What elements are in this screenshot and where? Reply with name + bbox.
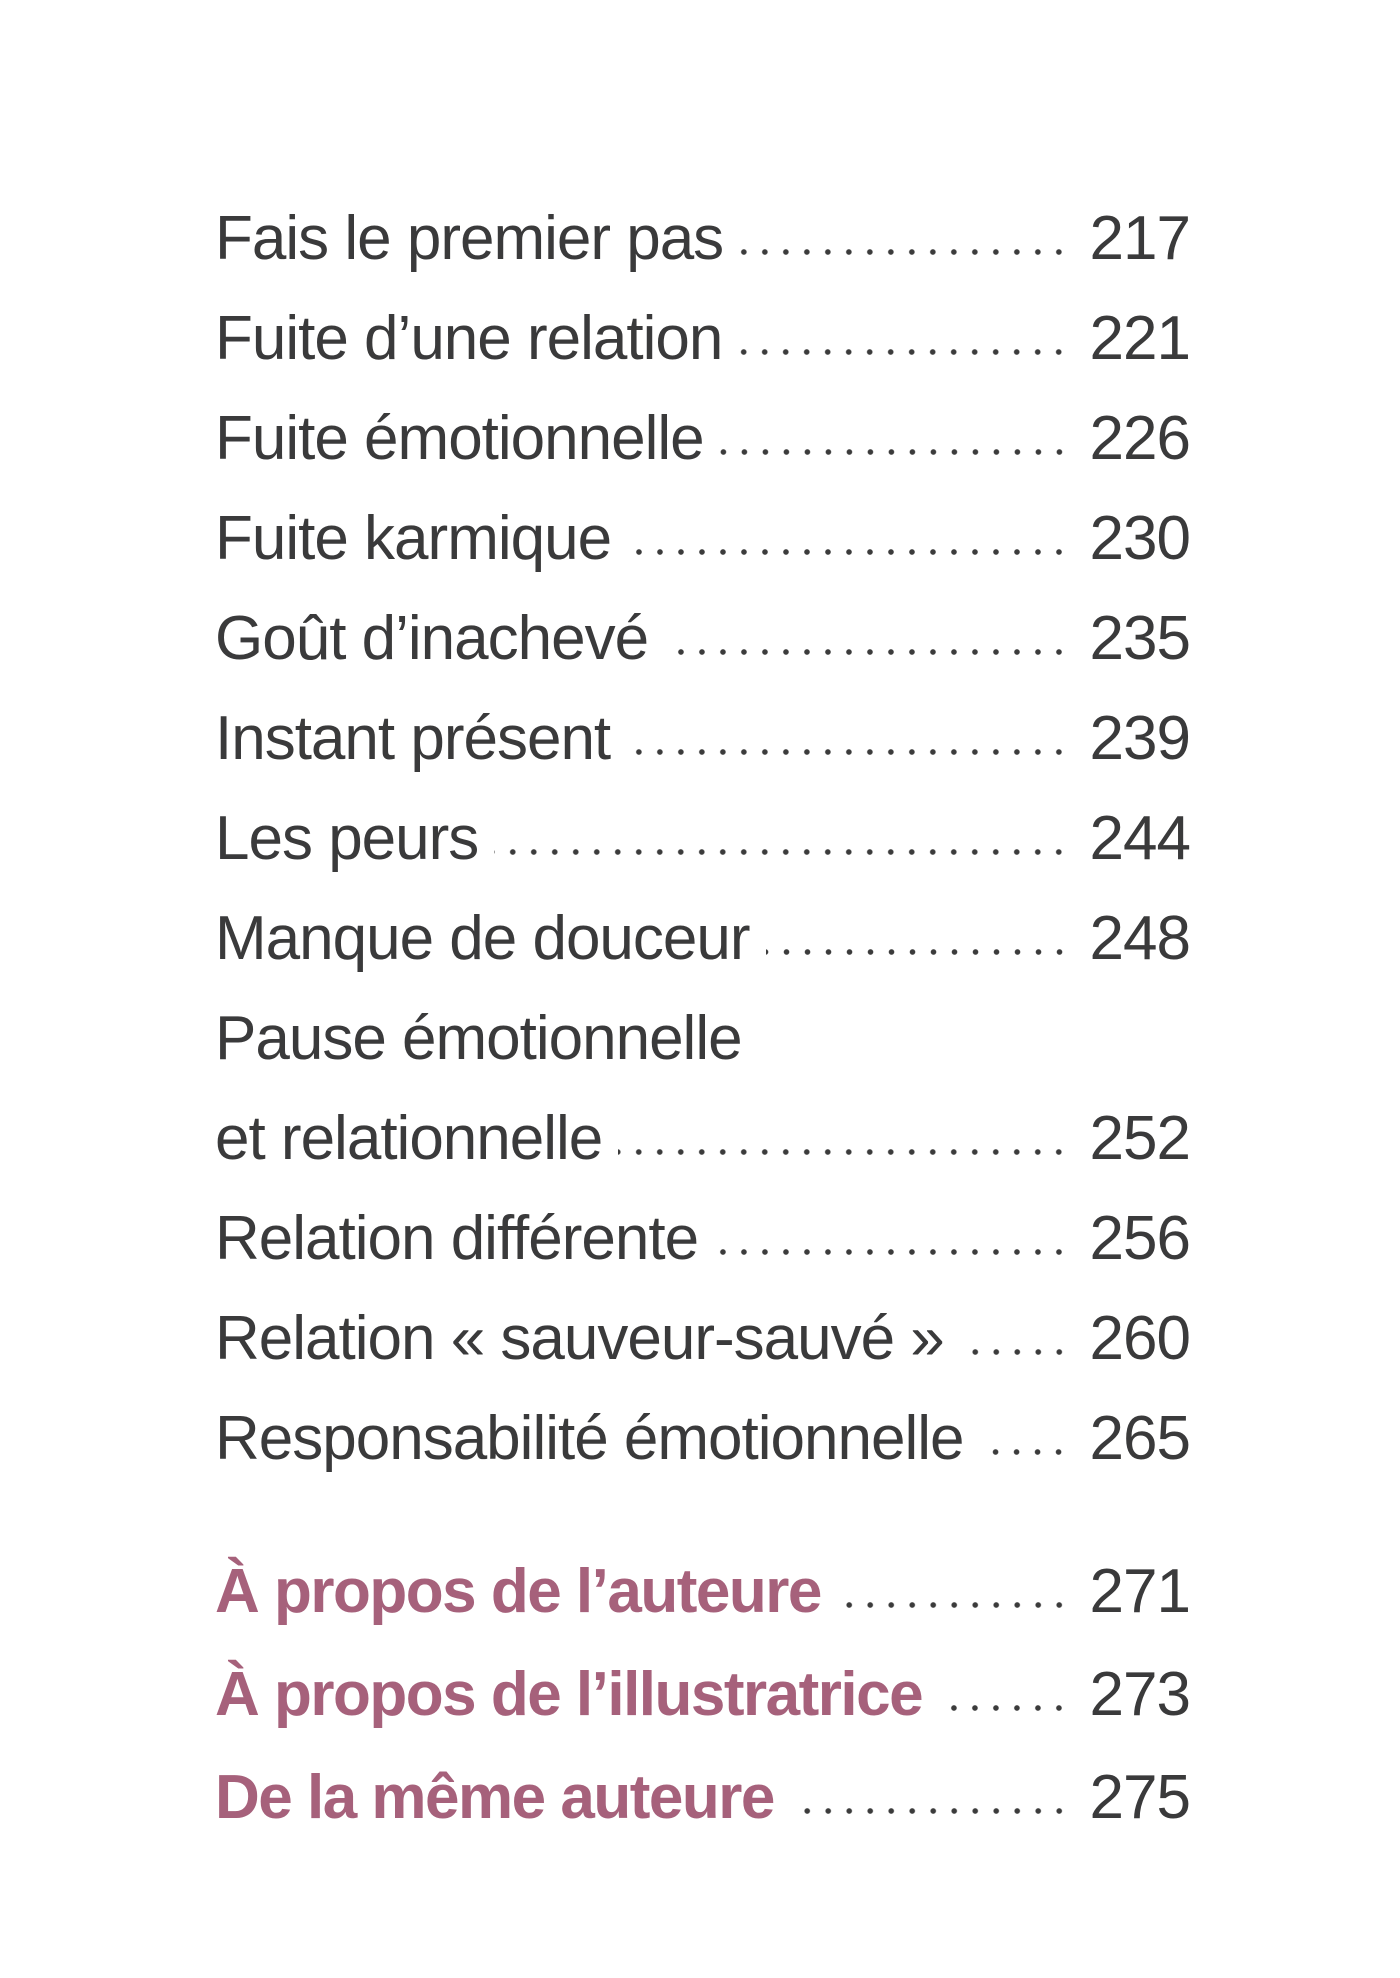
toc-entry-page: 265 [1089,1404,1191,1473]
toc-entry-label: Relation différente [215,1204,699,1273]
toc-entry-label: À propos de l’auteure [215,1557,822,1626]
toc-entry: Instant présent 239 [215,689,1191,789]
toc-entry: Goût d’inachevé 235 [215,589,1191,689]
toc-entry: Fais le premier pas 217 [215,189,1191,289]
toc-entry: Les peurs 244 [215,789,1191,889]
toc-entry-page: 235 [1089,604,1191,673]
toc-entry-wrapped-first-line: Pause émotionnelle [215,989,1190,1089]
toc-entry: À propos de l’auteure 271 [215,1540,1191,1643]
dot-leader [719,445,1070,459]
toc-entry-page: 252 [1089,1104,1191,1173]
toc-entry: De la même auteure 275 [215,1746,1191,1849]
toc-entry: Manque de douceur 248 [215,889,1191,989]
toc-entry-label: Instant présent [215,704,611,773]
toc-entry-page: 275 [1089,1763,1191,1832]
toc-entry: Fuite karmique 230 [215,489,1191,589]
toc-entry-label: Manque de douceur [215,904,751,973]
dot-leader [979,1445,1070,1459]
toc-entry-wrapped-second-line: et relationnelle 252 [215,1089,1191,1189]
toc-entry-page: 230 [1089,504,1191,573]
toc-entry-label: À propos de l’illustratrice [215,1660,924,1729]
toc-back-matter-section: À propos de l’auteure 271 À propos de l’… [215,1540,1191,1849]
dot-leader [627,545,1070,559]
toc-entry-label: Fais le premier pas [215,204,724,273]
table-of-contents: Fais le premier pas 217 Fuite d’une rela… [215,189,1191,1849]
toc-entry-page: 221 [1089,304,1191,373]
toc-entry-label: Fuite d’une relation [215,304,723,373]
toc-entry-page: 271 [1089,1557,1191,1626]
toc-entry-page: 256 [1089,1204,1191,1273]
dot-leader [738,345,1070,359]
toc-entry-page: 273 [1089,1660,1191,1729]
dot-leader [739,245,1070,259]
toc-entry: Fuite d’une relation 221 [215,289,1191,389]
dot-leader [664,645,1070,659]
toc-entry-label: De la même auteure [215,1763,775,1832]
toc-entry-label: et relationnelle [215,1104,603,1173]
toc-entry-page: 217 [1089,204,1191,273]
toc-entry-label: Fuite karmique [215,504,612,573]
dot-leader [618,1145,1070,1159]
toc-entry-label: Pause émotionnelle [215,1004,743,1073]
toc-entry-label: Responsabilité émotionnelle [215,1404,964,1473]
toc-entry-page: 248 [1089,904,1191,973]
toc-entry-label: Relation « sauveur-sauvé » [215,1304,945,1373]
toc-entry-label: Goût d’inachevé [215,604,649,673]
toc-entry-label: Fuite émotionnelle [215,404,705,473]
toc-entry-page: 239 [1089,704,1191,773]
dot-leader [789,1804,1070,1818]
toc-entry: Relation « sauveur-sauvé » 260 [215,1289,1191,1389]
toc-entry: Responsabilité émotionnelle 265 [215,1389,1191,1489]
dot-leader [714,1245,1070,1259]
dot-leader [765,945,1070,959]
dot-leader [626,745,1070,759]
toc-entry-page: 226 [1089,404,1191,473]
toc-entry: Fuite émotionnelle 226 [215,389,1191,489]
dot-leader [836,1598,1070,1612]
toc-entry-label: Les peurs [215,804,479,873]
toc-main-section: Fais le premier pas 217 Fuite d’une rela… [215,189,1191,1489]
dot-leader [959,1345,1070,1359]
dot-leader [938,1701,1070,1715]
dot-leader [494,845,1070,859]
toc-entry-page: 260 [1089,1304,1191,1373]
toc-entry: Relation différente 256 [215,1189,1191,1289]
toc-entry: À propos de l’illustratrice 273 [215,1643,1191,1746]
toc-entry-page: 244 [1089,804,1191,873]
